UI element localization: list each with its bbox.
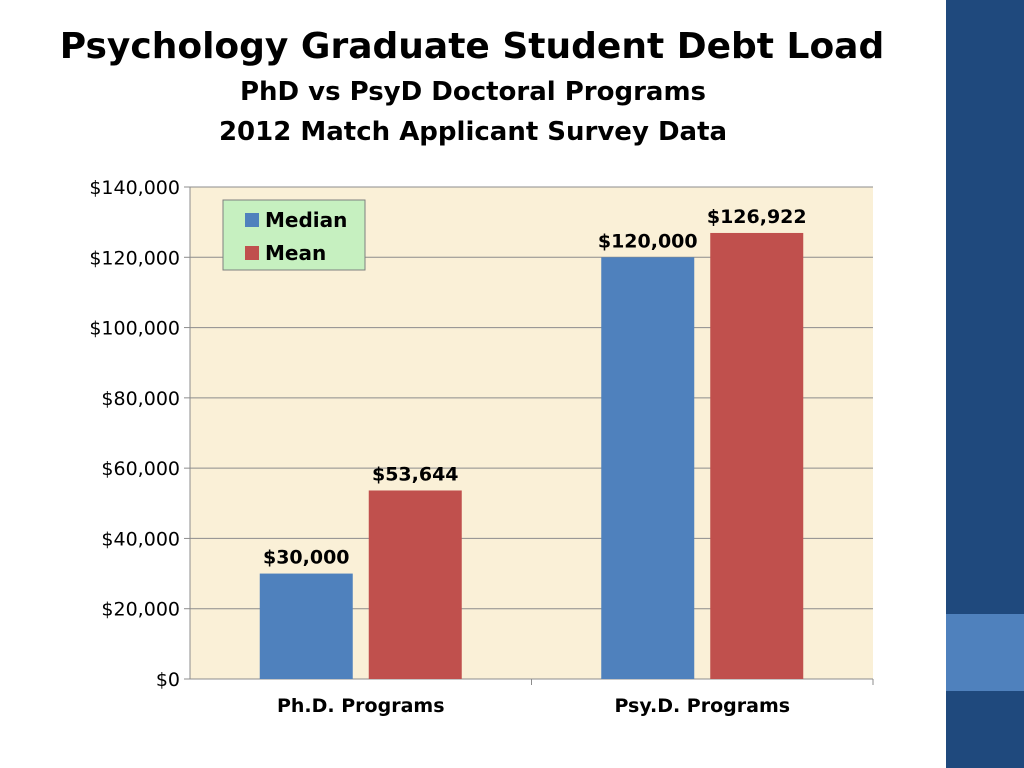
bar-mean-1 bbox=[368, 490, 462, 679]
chart-title: Psychology Graduate Student Debt Load bbox=[59, 26, 885, 67]
y-tick-label: $0 bbox=[156, 669, 180, 691]
legend-label-median: Median bbox=[265, 208, 347, 232]
legend-swatch-mean bbox=[245, 246, 259, 260]
y-tick-label: $60,000 bbox=[101, 458, 180, 480]
y-tick-label: $40,000 bbox=[101, 528, 180, 550]
y-tick-label: $120,000 bbox=[89, 247, 180, 269]
y-tick-label: $140,000 bbox=[89, 177, 180, 199]
chart-subtitle-2: 2012 Match Applicant Survey Data bbox=[218, 117, 728, 147]
x-tick-label: Psy.D. Programs bbox=[614, 695, 790, 717]
bar-chart: $0 $20,000 $40,000 $60,000 $80,000 $100,000 $1… bbox=[89, 177, 874, 717]
y-tick-label: $20,000 bbox=[101, 599, 180, 621]
data-label: $120,000 bbox=[598, 230, 698, 252]
data-label: $30,000 bbox=[263, 547, 350, 569]
data-label: $53,644 bbox=[372, 463, 459, 485]
data-label: $126,922 bbox=[707, 206, 807, 228]
chart-titles: Psychology Graduate Student Debt Load Ph… bbox=[0, 22, 946, 152]
y-tick-label: $80,000 bbox=[101, 388, 180, 410]
chart-subtitle-1: PhD vs PsyD Doctoral Programs bbox=[239, 77, 707, 107]
x-tick-label: Ph.D. Programs bbox=[277, 695, 445, 717]
bar-median-1 bbox=[259, 573, 353, 679]
legend-label-mean: Mean bbox=[265, 241, 326, 265]
bar-mean-2 bbox=[710, 232, 804, 679]
bar-median-2 bbox=[601, 257, 695, 679]
y-tick-label: $100,000 bbox=[89, 318, 180, 340]
legend-swatch-median bbox=[245, 213, 259, 227]
side-accent bbox=[946, 614, 1024, 691]
